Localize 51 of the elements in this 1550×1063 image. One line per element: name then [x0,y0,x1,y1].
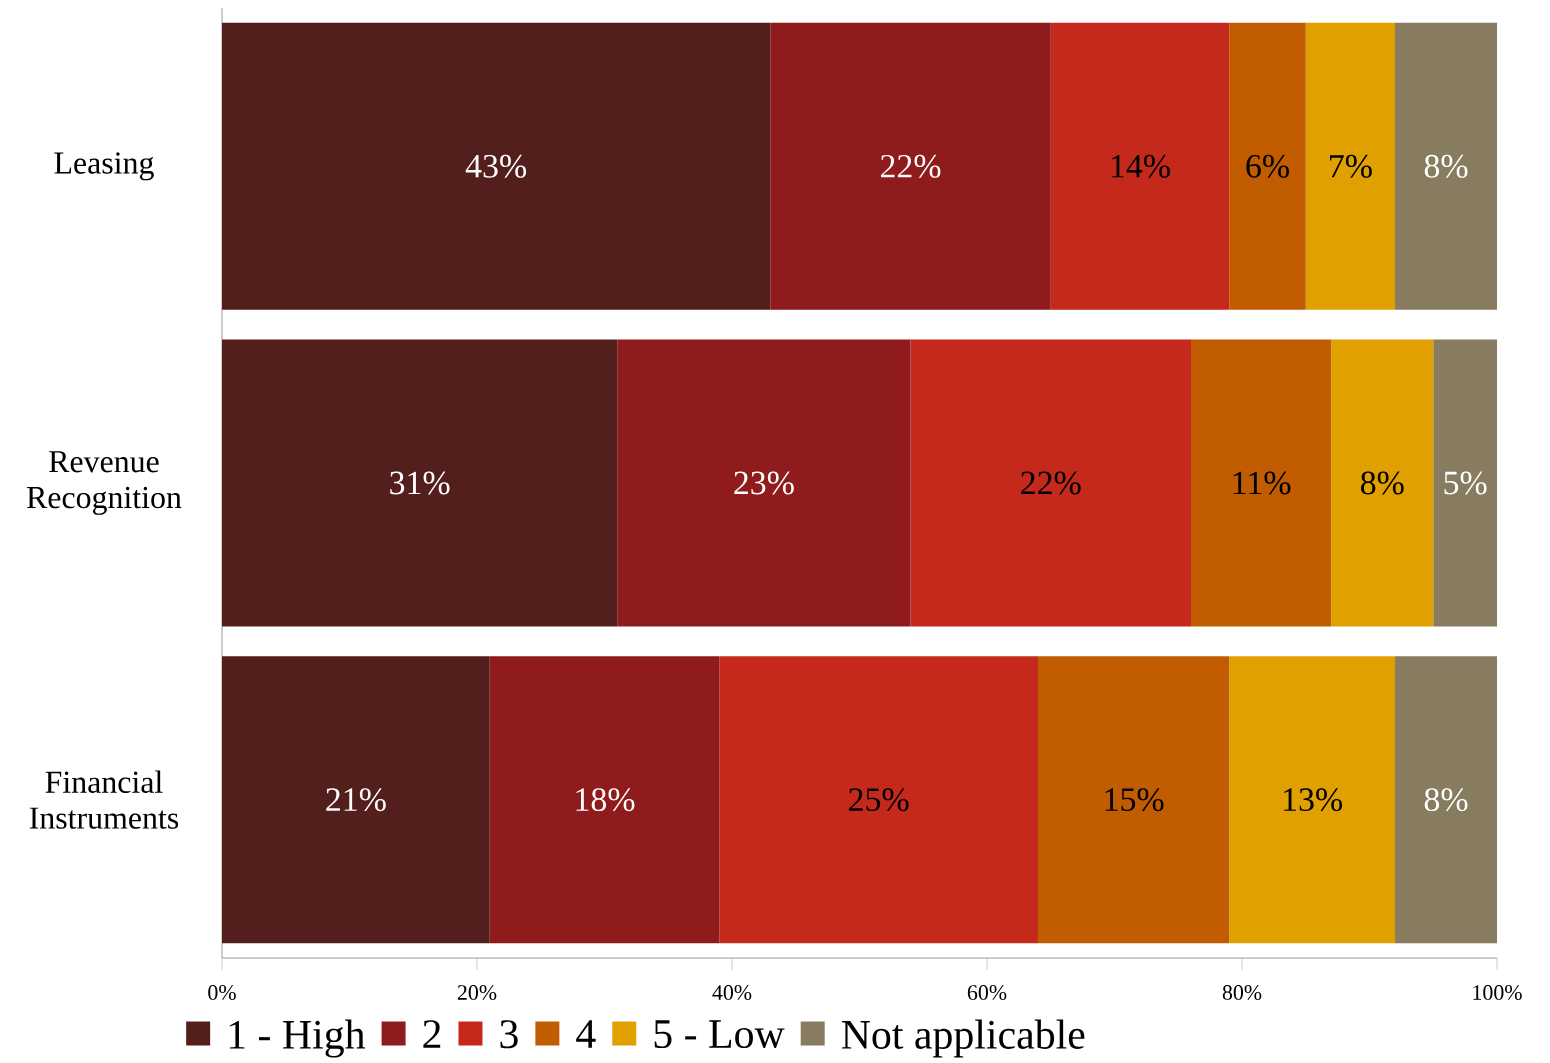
y-tick-label: Financial Instruments [29,770,179,829]
bar [489,656,720,944]
bar [1395,656,1498,944]
legend-label: 4 [576,1020,596,1048]
bar [1038,656,1230,944]
bar [1191,339,1332,627]
data-label: 8% [1424,788,1468,812]
legend-label: 5 - Low [654,1020,785,1049]
data-label: 43% [465,154,527,178]
x-tick-label: 60% [967,985,1007,1000]
x-tick-label: 0% [208,985,236,1000]
x-tick-label: 20% [457,985,497,1000]
data-label: 8% [1360,471,1404,495]
data-label: 23% [734,471,794,495]
bar [222,22,771,310]
x-tick-label: 100% [1473,985,1522,1000]
y-tick-label: Revenue Recognition [26,451,182,515]
data-label: 22% [880,154,941,178]
data-label: 25% [849,788,909,812]
y-tick-label: Leasing [54,152,154,181]
data-label: 5% [1444,471,1487,495]
x-tick-label: 80% [1222,985,1262,1000]
bar [1229,22,1306,310]
bar [222,656,490,944]
legend-label: 1 - High [229,1019,366,1058]
data-label: 21% [326,788,386,812]
data-label: 11% [1233,471,1291,495]
bar [719,656,1039,944]
data-label: 8% [1424,154,1468,178]
legend-label: Not applicable [841,1019,1085,1058]
bar [1433,339,1498,627]
data-label: 14% [1111,154,1170,178]
data-label: 18% [576,788,635,812]
legend-label: 2 [423,1020,441,1048]
data-label: 6% [1246,154,1289,178]
bar [1305,22,1396,310]
data-label: 22% [1021,471,1081,495]
data-label: 31% [390,471,450,495]
data-label: 7% [1330,154,1372,178]
bar [1331,339,1434,627]
data-label: 15% [1105,788,1164,812]
bar [1229,656,1396,944]
data-label: 13% [1284,788,1343,812]
legend-label: 3 [500,1020,518,1049]
bar [222,339,618,627]
bar [1050,22,1230,310]
bar [910,339,1192,627]
x-tick-label: 40% [712,985,752,1000]
bar [1395,22,1498,310]
bar [770,22,1051,310]
bar [617,339,911,627]
